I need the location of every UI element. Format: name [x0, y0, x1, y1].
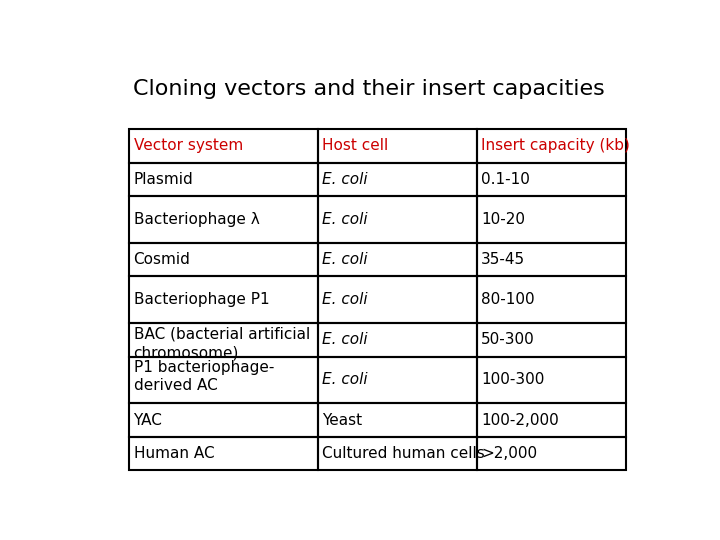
Bar — [477, 243, 626, 276]
Text: Plasmid: Plasmid — [133, 172, 193, 187]
Bar — [477, 163, 626, 196]
Text: 100-300: 100-300 — [481, 373, 544, 388]
Bar — [477, 403, 626, 437]
Bar — [318, 276, 477, 323]
Bar — [129, 437, 318, 470]
Text: Insert capacity (kb): Insert capacity (kb) — [481, 138, 630, 153]
Text: YAC: YAC — [133, 413, 163, 428]
Bar — [129, 129, 318, 163]
Bar — [318, 196, 477, 243]
Text: P1 bacteriophage-
derived AC: P1 bacteriophage- derived AC — [133, 360, 274, 394]
Text: E. coli: E. coli — [323, 172, 368, 187]
Text: Bacteriophage λ: Bacteriophage λ — [133, 212, 259, 227]
Text: E. coli: E. coli — [323, 252, 368, 267]
Text: 10-20: 10-20 — [481, 212, 525, 227]
Text: Cosmid: Cosmid — [133, 252, 190, 267]
Bar — [477, 276, 626, 323]
Bar — [477, 323, 626, 356]
Text: 80-100: 80-100 — [481, 292, 535, 307]
Bar — [477, 437, 626, 470]
Text: 35-45: 35-45 — [481, 252, 526, 267]
Text: Human AC: Human AC — [133, 446, 214, 461]
Text: Yeast: Yeast — [323, 413, 362, 428]
Text: 50-300: 50-300 — [481, 332, 535, 347]
Bar — [318, 356, 477, 403]
Text: Bacteriophage P1: Bacteriophage P1 — [133, 292, 269, 307]
Text: Vector system: Vector system — [133, 138, 243, 153]
Text: Cloning vectors and their insert capacities: Cloning vectors and their insert capacit… — [133, 79, 605, 99]
Bar — [318, 243, 477, 276]
Text: Host cell: Host cell — [323, 138, 389, 153]
Bar — [129, 356, 318, 403]
Bar — [477, 356, 626, 403]
Bar — [129, 163, 318, 196]
Bar — [318, 323, 477, 356]
Bar — [318, 403, 477, 437]
Bar — [129, 403, 318, 437]
Text: E. coli: E. coli — [323, 292, 368, 307]
Bar — [318, 163, 477, 196]
Bar — [129, 196, 318, 243]
Text: BAC (bacterial artificial
chromosome): BAC (bacterial artificial chromosome) — [133, 327, 310, 360]
Bar — [129, 243, 318, 276]
Text: >2,000: >2,000 — [481, 446, 537, 461]
Text: E. coli: E. coli — [323, 373, 368, 388]
Text: 0.1-10: 0.1-10 — [481, 172, 530, 187]
Bar — [129, 276, 318, 323]
Text: 100-2,000: 100-2,000 — [481, 413, 559, 428]
Text: E. coli: E. coli — [323, 332, 368, 347]
Text: Cultured human cells: Cultured human cells — [323, 446, 485, 461]
Bar — [477, 129, 626, 163]
Bar — [129, 323, 318, 356]
Bar — [318, 129, 477, 163]
Bar — [477, 196, 626, 243]
Bar — [318, 437, 477, 470]
Text: E. coli: E. coli — [323, 212, 368, 227]
